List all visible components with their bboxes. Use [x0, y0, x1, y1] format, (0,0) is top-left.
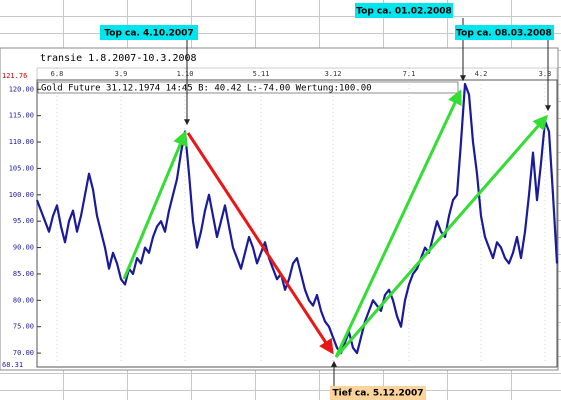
y-tick-label: 85.00	[13, 270, 34, 278]
callout-label: Tief ca. 5.12.2007	[332, 389, 423, 399]
y-tick-label: 70.00	[13, 349, 34, 357]
y-limit-label: 121.76	[2, 72, 27, 80]
subtitle: Gold Future 31.12.1974 14:45 B: 40.42 L:…	[41, 84, 372, 94]
callout-box	[330, 386, 426, 400]
x-tick-label: 3.12	[325, 70, 342, 78]
y-tick-label: 80.00	[13, 296, 34, 304]
x-tick-label: 4.2	[475, 70, 488, 78]
y-limit-label: 68.31	[2, 361, 23, 369]
trend-arrow	[122, 130, 188, 280]
price-line	[35, 82, 559, 355]
y-tick-label: 105.00	[9, 164, 34, 172]
y-tick-label: 100.00	[9, 191, 34, 199]
y-tick-label: 120.00	[9, 85, 34, 93]
y-tick-label: 110.00	[9, 138, 34, 146]
callout-box	[100, 25, 198, 40]
callout-label: Top ca. 08.03.2008	[456, 29, 552, 39]
callout-label: Top ca. 4.10.2007	[104, 29, 193, 39]
plot-content	[35, 68, 559, 362]
trend-arrow	[186, 132, 334, 355]
x-tick-label: 5.11	[253, 70, 270, 78]
callout-label: Top ca. 01.02.2008	[356, 7, 452, 17]
x-tick-label: 3.3	[539, 70, 552, 78]
y-tick-label: 115.00	[9, 112, 34, 120]
x-tick-label: 7.1	[403, 70, 416, 78]
chart-title: transie 1.8.2007-10.3.2008	[40, 53, 197, 64]
x-tick-label: 1.10	[177, 70, 194, 78]
callout-box	[355, 3, 453, 18]
x-tick-label: 3.9	[115, 70, 128, 78]
y-tick-label: 75.00	[13, 323, 34, 331]
plot-area	[36, 79, 558, 368]
callout-box	[455, 25, 554, 40]
y-tick-label: 95.00	[13, 217, 34, 225]
trend-arrow	[334, 89, 462, 358]
x-tick-label: 6.8	[51, 70, 64, 78]
trend-arrow	[334, 114, 548, 358]
subtitle-box	[37, 81, 459, 94]
y-tick-label: 90.00	[13, 244, 34, 252]
